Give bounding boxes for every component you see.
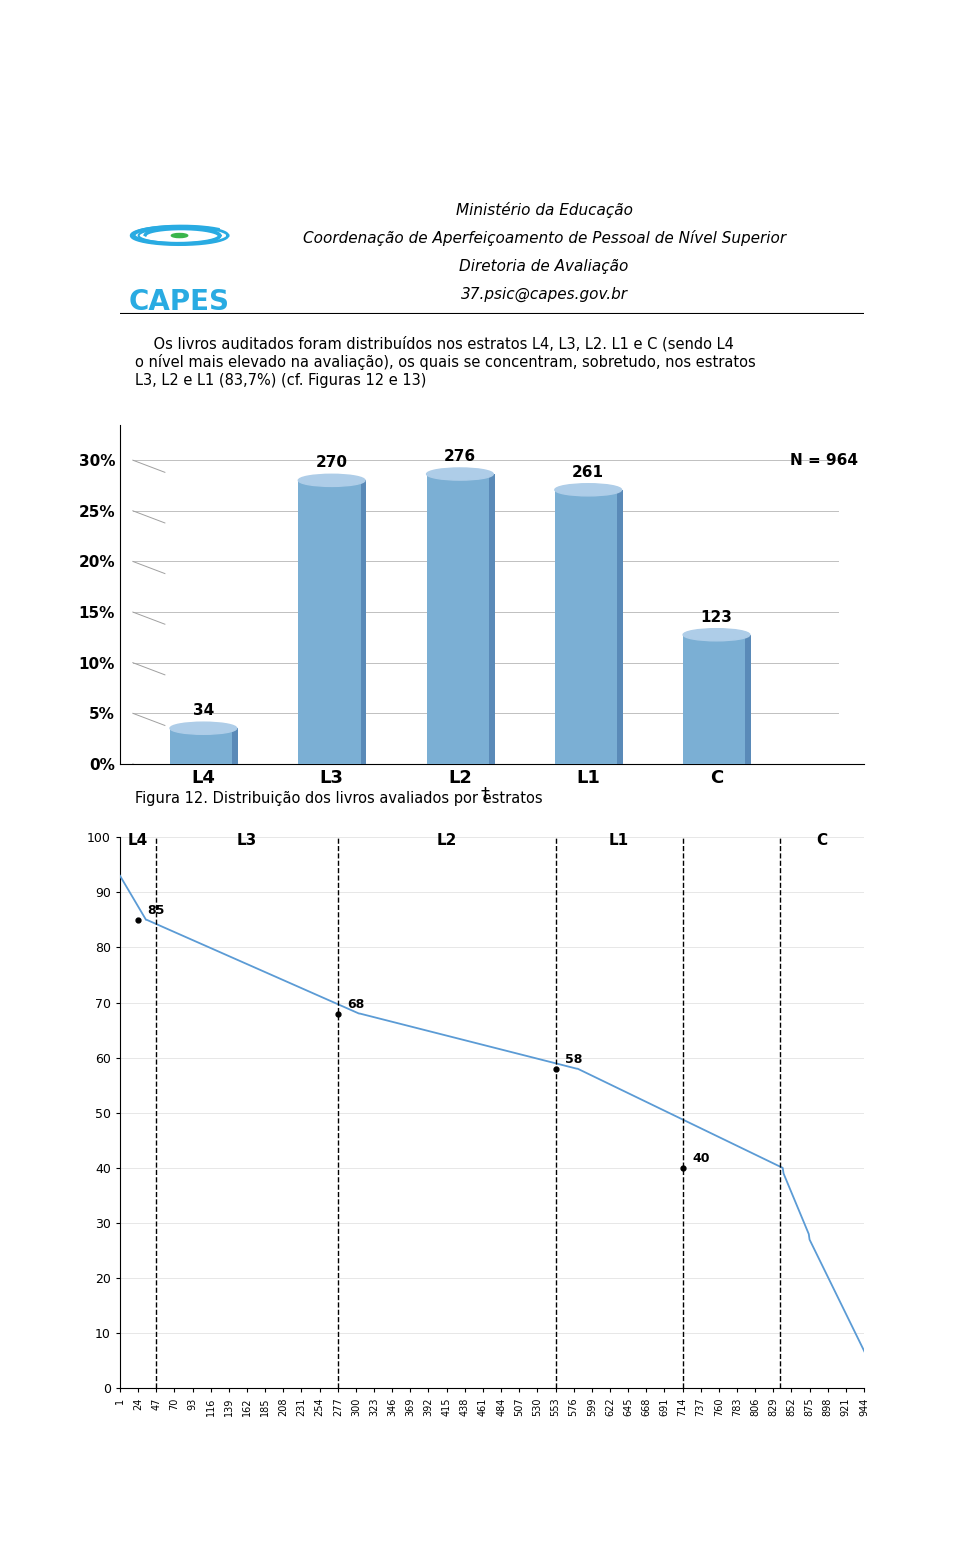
Text: L3: L3 [237,833,257,849]
Text: 261: 261 [572,465,604,479]
Bar [555,490,621,764]
Text: Diretoria de Avaliação: Diretoria de Avaliação [460,259,629,273]
Text: 40: 40 [692,1153,709,1165]
Text: 85: 85 [148,905,165,917]
Text: 68: 68 [348,998,365,1011]
Text: 123: 123 [701,610,732,624]
Bar [745,635,751,764]
Ellipse shape [684,629,750,641]
Text: 37.psic@capes.gov.br: 37.psic@capes.gov.br [461,287,628,301]
Bar [232,729,238,764]
Text: 276: 276 [444,449,476,463]
Text: L2: L2 [437,833,457,849]
Ellipse shape [555,484,621,496]
Bar [426,474,493,764]
Bar [684,635,750,764]
Text: Os livros auditados foram distribuídos nos estratos L4, L3, L2. L1 e C (sendo L4: Os livros auditados foram distribuídos n… [134,335,756,388]
Ellipse shape [170,722,237,735]
Text: Figura 12. Distribuição dos livros avaliados por estratos: Figura 12. Distribuição dos livros avali… [134,791,542,807]
Text: †: † [481,785,490,803]
Text: L4: L4 [128,833,148,849]
Text: 270: 270 [316,456,348,470]
Ellipse shape [299,474,365,487]
Text: Coordenação de Aperfeiçoamento de Pessoal de Nível Superior: Coordenação de Aperfeiçoamento de Pessoa… [302,229,785,246]
Text: 58: 58 [565,1053,583,1065]
Text: CAPES: CAPES [129,287,230,315]
Text: C: C [816,833,827,849]
Ellipse shape [171,234,188,237]
Bar [299,480,365,764]
Bar [361,480,367,764]
Bar [617,490,623,764]
Bar [170,729,237,764]
Bar [489,474,494,764]
Text: Ministério da Educação: Ministério da Educação [456,203,633,218]
Text: N = 964: N = 964 [789,452,857,468]
Ellipse shape [426,468,493,480]
Text: 34: 34 [193,704,214,718]
Text: L1: L1 [609,833,629,849]
